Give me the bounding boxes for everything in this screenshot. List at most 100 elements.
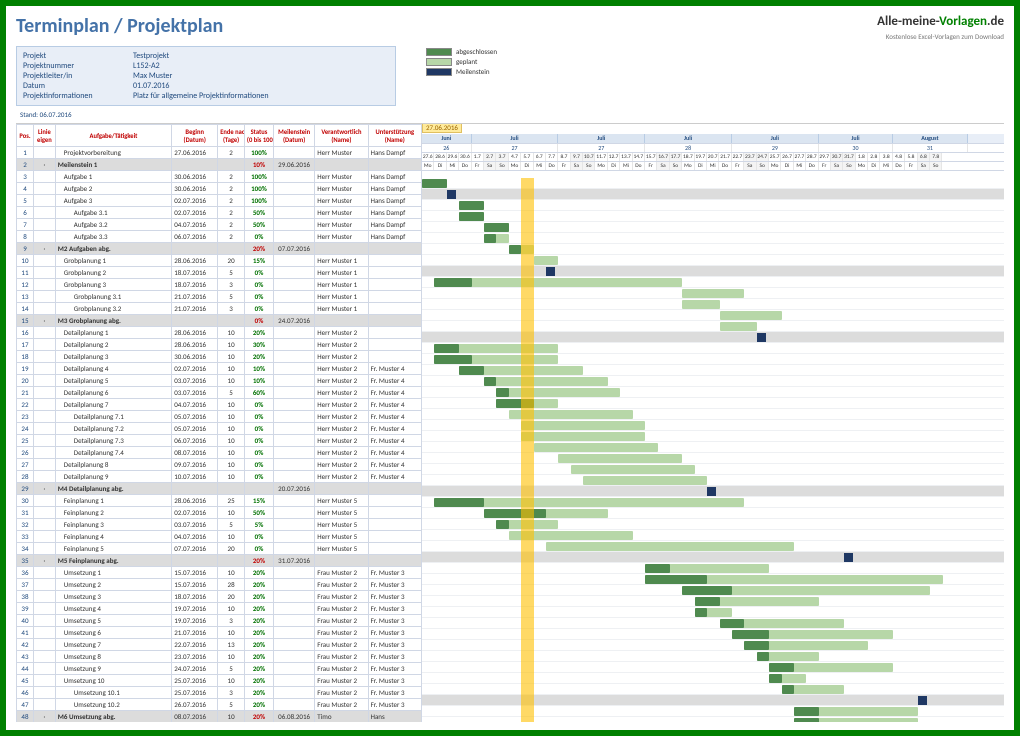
task-row[interactable]: 35·M5 Feinplanung abg.20%31.07.2016: [17, 555, 422, 567]
task-row[interactable]: 1Projektvorbereitung27.06.20162100%Herr …: [17, 147, 422, 159]
task-row[interactable]: 8Aufgabe 3.306.07.201620%Herr MusterHans…: [17, 231, 422, 243]
task-row[interactable]: 22Detailplanung 704.07.2016100%Herr Must…: [17, 399, 422, 411]
milestone-marker[interactable]: [447, 190, 456, 199]
gantt-bar-done[interactable]: [769, 674, 781, 683]
column-header[interactable]: Status(0 bis 100): [244, 125, 273, 147]
gantt-bar-done[interactable]: [695, 597, 720, 606]
gantt-bar-planned[interactable]: [558, 454, 682, 463]
gantt-bar-done[interactable]: [720, 619, 745, 628]
task-row[interactable]: 13Grobplanung 3.121.07.201650%Herr Muste…: [17, 291, 422, 303]
gantt-bar-done[interactable]: [434, 278, 471, 287]
task-row[interactable]: 9·M2 Aufgaben abg.20%07.07.2016: [17, 243, 422, 255]
task-row[interactable]: 44Umsetzung 924.07.2016520%Frau Muster 2…: [17, 663, 422, 675]
milestone-marker[interactable]: [844, 553, 853, 562]
task-row[interactable]: 32Feinplanung 303.07.201655%Herr Muster …: [17, 519, 422, 531]
task-row[interactable]: 6Aufgabe 3.102.07.2016250%Herr MusterHan…: [17, 207, 422, 219]
task-row[interactable]: 37Umsetzung 215.07.20162820%Frau Muster …: [17, 579, 422, 591]
gantt-bar-done[interactable]: [434, 355, 471, 364]
task-row[interactable]: 5Aufgabe 302.07.20162100%Herr MusterHans…: [17, 195, 422, 207]
gantt-bar-planned[interactable]: [521, 421, 645, 430]
gantt-bar-planned[interactable]: [583, 476, 707, 485]
gantt-bar-done[interactable]: [434, 344, 459, 353]
gantt-bar-done[interactable]: [484, 509, 546, 518]
gantt-bar-planned[interactable]: [484, 377, 608, 386]
column-header[interactable]: Pos.: [17, 125, 34, 147]
task-row[interactable]: 33Feinplanung 404.07.2016100%Herr Muster…: [17, 531, 422, 543]
milestone-marker[interactable]: [707, 487, 716, 496]
task-row[interactable]: 20Detailplanung 503.07.20161010%Herr Mus…: [17, 375, 422, 387]
gantt-bar-planned[interactable]: [720, 311, 782, 320]
task-row[interactable]: 25Detailplanung 7.306.07.2016100%Herr Mu…: [17, 435, 422, 447]
gantt-bar-planned[interactable]: [521, 432, 645, 441]
gantt-bar-done[interactable]: [757, 652, 769, 661]
gantt-bar-done[interactable]: [794, 718, 819, 722]
gantt-bar-done[interactable]: [496, 388, 508, 397]
task-row[interactable]: 36Umsetzung 115.07.20161020%Frau Muster …: [17, 567, 422, 579]
gantt-bar-done[interactable]: [484, 223, 509, 232]
task-row[interactable]: 46Umsetzung 10.125.07.2016320%Frau Muste…: [17, 687, 422, 699]
gantt-bar-planned[interactable]: [682, 300, 719, 309]
gantt-bar-done[interactable]: [732, 630, 769, 639]
gantt-bar-planned[interactable]: [434, 278, 682, 287]
gantt-bar-planned[interactable]: [546, 542, 794, 551]
gantt-bar-done[interactable]: [695, 608, 707, 617]
task-row[interactable]: 14Grobplanung 3.221.07.201630%Herr Muste…: [17, 303, 422, 315]
gantt-bar-done[interactable]: [782, 685, 794, 694]
gantt-bar-planned[interactable]: [496, 388, 620, 397]
task-row[interactable]: 40Umsetzung 519.07.2016320%Frau Muster 2…: [17, 615, 422, 627]
task-row[interactable]: 42Umsetzung 722.07.20161320%Frau Muster …: [17, 639, 422, 651]
gantt-bar-done[interactable]: [744, 641, 769, 650]
task-row[interactable]: 7Aufgabe 3.204.07.2016250%Herr MusterHan…: [17, 219, 422, 231]
task-row[interactable]: 17Detailplanung 228.06.20161030%Herr Mus…: [17, 339, 422, 351]
task-row[interactable]: 30Feinplanung 128.06.20162515%Herr Muste…: [17, 495, 422, 507]
task-row[interactable]: 23Detailplanung 7.105.07.2016100%Herr Mu…: [17, 411, 422, 423]
column-header[interactable]: Ende nach(Tage): [218, 125, 245, 147]
task-row[interactable]: 15·M3 Grobplanung abg.0%24.07.2016: [17, 315, 422, 327]
gantt-bar-done[interactable]: [459, 366, 484, 375]
gantt-bar-done[interactable]: [459, 201, 484, 210]
milestone-marker[interactable]: [757, 333, 766, 342]
task-row[interactable]: 34Feinplanung 507.07.2016200%Herr Muster…: [17, 543, 422, 555]
task-row[interactable]: 47Umsetzung 10.226.07.2016520%Frau Muste…: [17, 699, 422, 711]
task-row[interactable]: 48·M6 Umsetzung abg.08.07.20161020%06.08…: [17, 711, 422, 723]
task-row[interactable]: 12Grobplanung 318.07.201630%Herr Muster …: [17, 279, 422, 291]
task-row[interactable]: 11Grobplanung 218.07.201650%Herr Muster …: [17, 267, 422, 279]
column-header[interactable]: Beginn(Datum): [172, 125, 218, 147]
task-row[interactable]: 16Detailplanung 128.06.20161020%Herr Mus…: [17, 327, 422, 339]
gantt-bar-done[interactable]: [645, 575, 707, 584]
task-row[interactable]: 2·Meilenstein 110%29.06.2016: [17, 159, 422, 171]
column-header[interactable]: Linieeigen: [33, 125, 55, 147]
column-header[interactable]: Verantwortlich(Name): [315, 125, 368, 147]
task-row[interactable]: 10Grobplanung 128.06.20162015%Herr Muste…: [17, 255, 422, 267]
task-row[interactable]: 28Detailplanung 910.07.2016100%Herr Must…: [17, 471, 422, 483]
gantt-bar-done[interactable]: [794, 707, 819, 716]
gantt-bar-done[interactable]: [769, 663, 794, 672]
milestone-marker[interactable]: [546, 267, 555, 276]
task-row[interactable]: 19Detailplanung 402.07.20161010%Herr Mus…: [17, 363, 422, 375]
gantt-bar-done[interactable]: [484, 234, 496, 243]
task-row[interactable]: 24Detailplanung 7.205.07.2016100%Herr Mu…: [17, 423, 422, 435]
task-row[interactable]: 18Detailplanung 330.06.20161020%Herr Mus…: [17, 351, 422, 363]
task-row[interactable]: 26Detailplanung 7.408.07.2016100%Herr Mu…: [17, 447, 422, 459]
task-row[interactable]: 3Aufgabe 130.06.20162100%Herr MusterHans…: [17, 171, 422, 183]
column-header[interactable]: Unterstützung(Name): [368, 125, 421, 147]
gantt-bar-planned[interactable]: [682, 289, 744, 298]
milestone-marker[interactable]: [918, 696, 927, 705]
gantt-bar-planned[interactable]: [534, 443, 658, 452]
task-row[interactable]: 29·M4 Detailplanung abg.20.07.2016: [17, 483, 422, 495]
task-row[interactable]: 43Umsetzung 823.07.20161020%Frau Muster …: [17, 651, 422, 663]
gantt-bar-done[interactable]: [484, 377, 496, 386]
task-row[interactable]: 31Feinplanung 202.07.20161050%Herr Muste…: [17, 507, 422, 519]
task-row[interactable]: 4Aufgabe 230.06.20162100%Herr MusterHans…: [17, 183, 422, 195]
gantt-bar-planned[interactable]: [534, 256, 559, 265]
task-row[interactable]: 45Umsetzung 1025.07.20161020%Frau Muster…: [17, 675, 422, 687]
task-row[interactable]: 39Umsetzung 419.07.20161020%Frau Muster …: [17, 603, 422, 615]
task-row[interactable]: 41Umsetzung 621.07.20161020%Frau Muster …: [17, 627, 422, 639]
gantt-bar-done[interactable]: [459, 212, 484, 221]
gantt-bar-done[interactable]: [682, 586, 732, 595]
gantt-bar-planned[interactable]: [509, 531, 633, 540]
task-row[interactable]: 38Umsetzung 318.07.20162020%Frau Muster …: [17, 591, 422, 603]
task-row[interactable]: 21Detailplanung 603.07.2016560%Herr Must…: [17, 387, 422, 399]
column-header[interactable]: Aufgabe/Tätigkeit: [55, 125, 171, 147]
gantt-bar-done[interactable]: [509, 245, 521, 254]
